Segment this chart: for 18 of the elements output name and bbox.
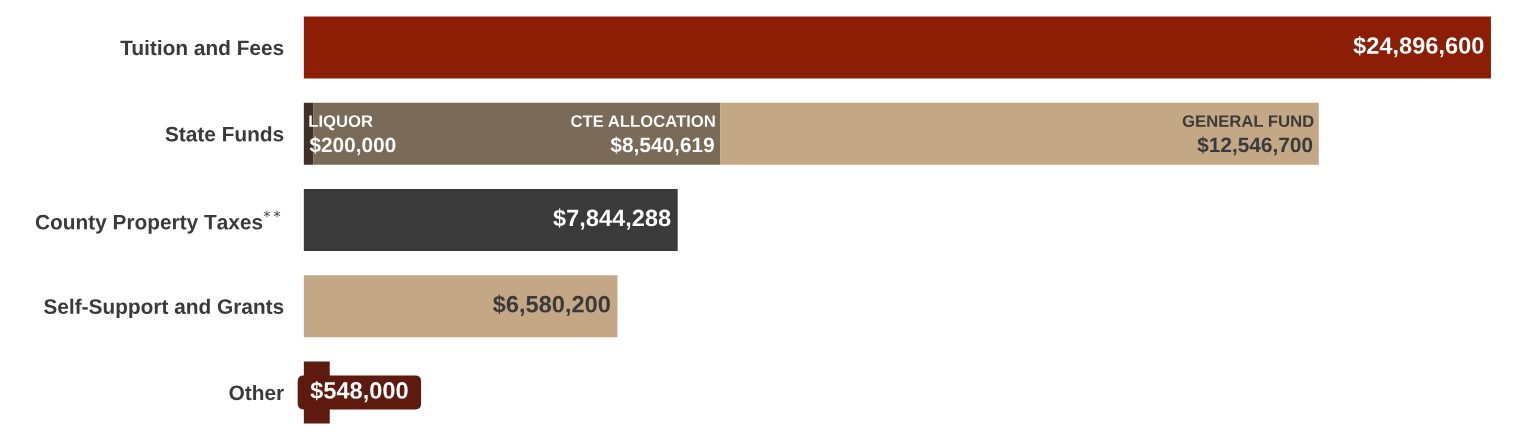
y-tick-label: Tuition and Fees	[120, 39, 284, 56]
data-label: $6,580,200	[493, 294, 610, 316]
bar	[720, 102, 1319, 165]
y-tick-label: Self-Support and Grants	[44, 298, 284, 319]
bar	[303, 16, 1491, 79]
bar	[303, 188, 678, 252]
data-label: $548,000	[310, 381, 408, 403]
series-label: CTE ALLOCATION	[571, 115, 715, 128]
y-tick-label: Other	[229, 384, 284, 401]
series-label: LIQUOR	[309, 115, 373, 131]
y-tick-label: State Funds	[165, 126, 284, 142]
y-tick-label: County Property Taxes$^{**}$	[35, 210, 281, 234]
data-label: $7,844,288	[553, 208, 671, 230]
series-label: GENERAL FUND	[1182, 115, 1314, 128]
data-label: $12,546,700	[1197, 136, 1313, 156]
data-label: $200,000	[309, 136, 396, 156]
data-label: $24,896,600	[1353, 36, 1484, 58]
data-label: $8,540,619	[610, 136, 714, 156]
